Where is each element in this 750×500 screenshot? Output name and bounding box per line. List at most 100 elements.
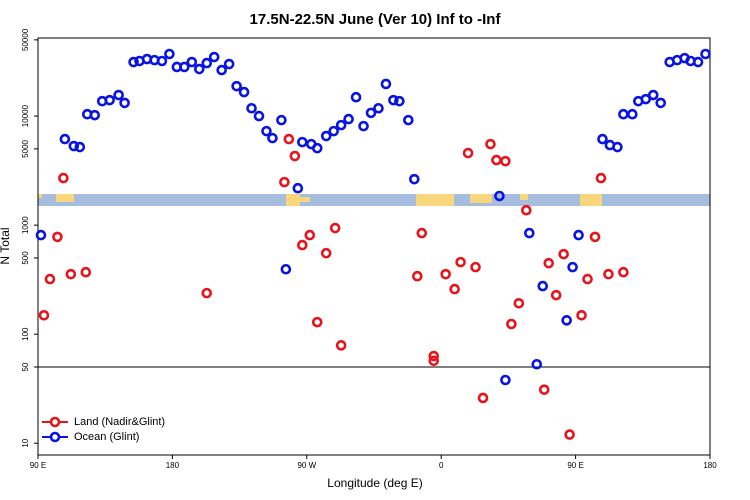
point (513, 297, 525, 309)
point (550, 289, 562, 301)
point (567, 261, 578, 273)
point (292, 182, 304, 194)
point (595, 172, 607, 184)
point (38, 309, 50, 321)
point (428, 355, 440, 367)
x-tick-label: 180 (166, 461, 180, 470)
point (618, 266, 629, 278)
point (373, 102, 384, 114)
point (253, 110, 265, 122)
point (261, 125, 272, 137)
point (531, 358, 543, 370)
point (543, 257, 555, 269)
point (283, 133, 295, 145)
point (297, 136, 308, 148)
point (193, 63, 205, 75)
x-tick-label: 90 E (30, 461, 46, 470)
y-tick-label: 5000 (21, 139, 30, 157)
point (612, 141, 623, 153)
point (558, 248, 569, 260)
point (186, 56, 198, 68)
point (279, 176, 290, 188)
point (700, 48, 711, 60)
point (692, 56, 704, 68)
point (603, 268, 614, 280)
point (297, 239, 308, 251)
y-axis-label: N Total (0, 227, 12, 264)
point (164, 48, 175, 60)
point (304, 229, 316, 241)
x-axis-label: Longitude (deg E) (327, 476, 422, 490)
point (597, 133, 608, 145)
point (128, 56, 139, 68)
point (156, 55, 168, 67)
point (267, 132, 278, 144)
point (44, 273, 56, 285)
point (655, 97, 667, 109)
point (640, 93, 652, 105)
point (68, 140, 80, 152)
x-tick-label: 90 E (567, 461, 583, 470)
point (428, 350, 440, 362)
point (462, 147, 474, 159)
point (589, 231, 601, 243)
point (343, 113, 354, 125)
point (320, 247, 332, 259)
point (201, 287, 213, 299)
point (216, 64, 227, 76)
point (538, 384, 550, 395)
point (573, 229, 584, 241)
point (104, 94, 115, 106)
y-tick-label: 500 (21, 251, 30, 265)
legend-marker (49, 431, 61, 443)
point (329, 222, 341, 234)
point (223, 58, 235, 70)
point (231, 80, 242, 92)
y-tick-label: 50000 (21, 28, 30, 51)
point (388, 94, 399, 106)
point (335, 340, 347, 351)
point (494, 190, 505, 202)
point (320, 130, 332, 142)
point (246, 102, 257, 114)
point (365, 107, 377, 119)
point (409, 173, 420, 185)
point (74, 141, 86, 153)
legend-label: Land (Nadir&Glint) (74, 416, 165, 428)
point (647, 89, 659, 101)
point (280, 263, 292, 275)
plot-frame (37, 37, 711, 456)
point (485, 138, 496, 150)
point (403, 114, 414, 126)
point (201, 57, 213, 69)
point (65, 268, 77, 280)
chart-title: 17.5N-22.5N June (Ver 10) Inf to -Inf (250, 11, 502, 28)
point (289, 150, 301, 162)
point (358, 120, 369, 132)
point (208, 51, 220, 63)
point (311, 142, 323, 154)
point (380, 78, 392, 90)
point (35, 229, 47, 241)
y-tick-label: 10000 (21, 104, 30, 127)
y-tick-label: 10 (21, 438, 30, 447)
y-tick-label: 50 (21, 362, 30, 371)
point (394, 95, 405, 107)
point (276, 114, 287, 126)
point (238, 86, 250, 98)
point (524, 227, 535, 239)
map-strip (38, 194, 710, 206)
point (470, 261, 481, 273)
point (350, 91, 362, 103)
point (59, 133, 71, 145)
point (89, 109, 101, 121)
legend-label: Ocean (Glint) (74, 431, 139, 443)
point (582, 273, 593, 285)
point (561, 315, 572, 326)
point (119, 97, 130, 109)
legend-marker (49, 416, 61, 428)
y-tick-label: 100 (21, 327, 30, 341)
point (328, 125, 339, 137)
point (311, 316, 323, 328)
